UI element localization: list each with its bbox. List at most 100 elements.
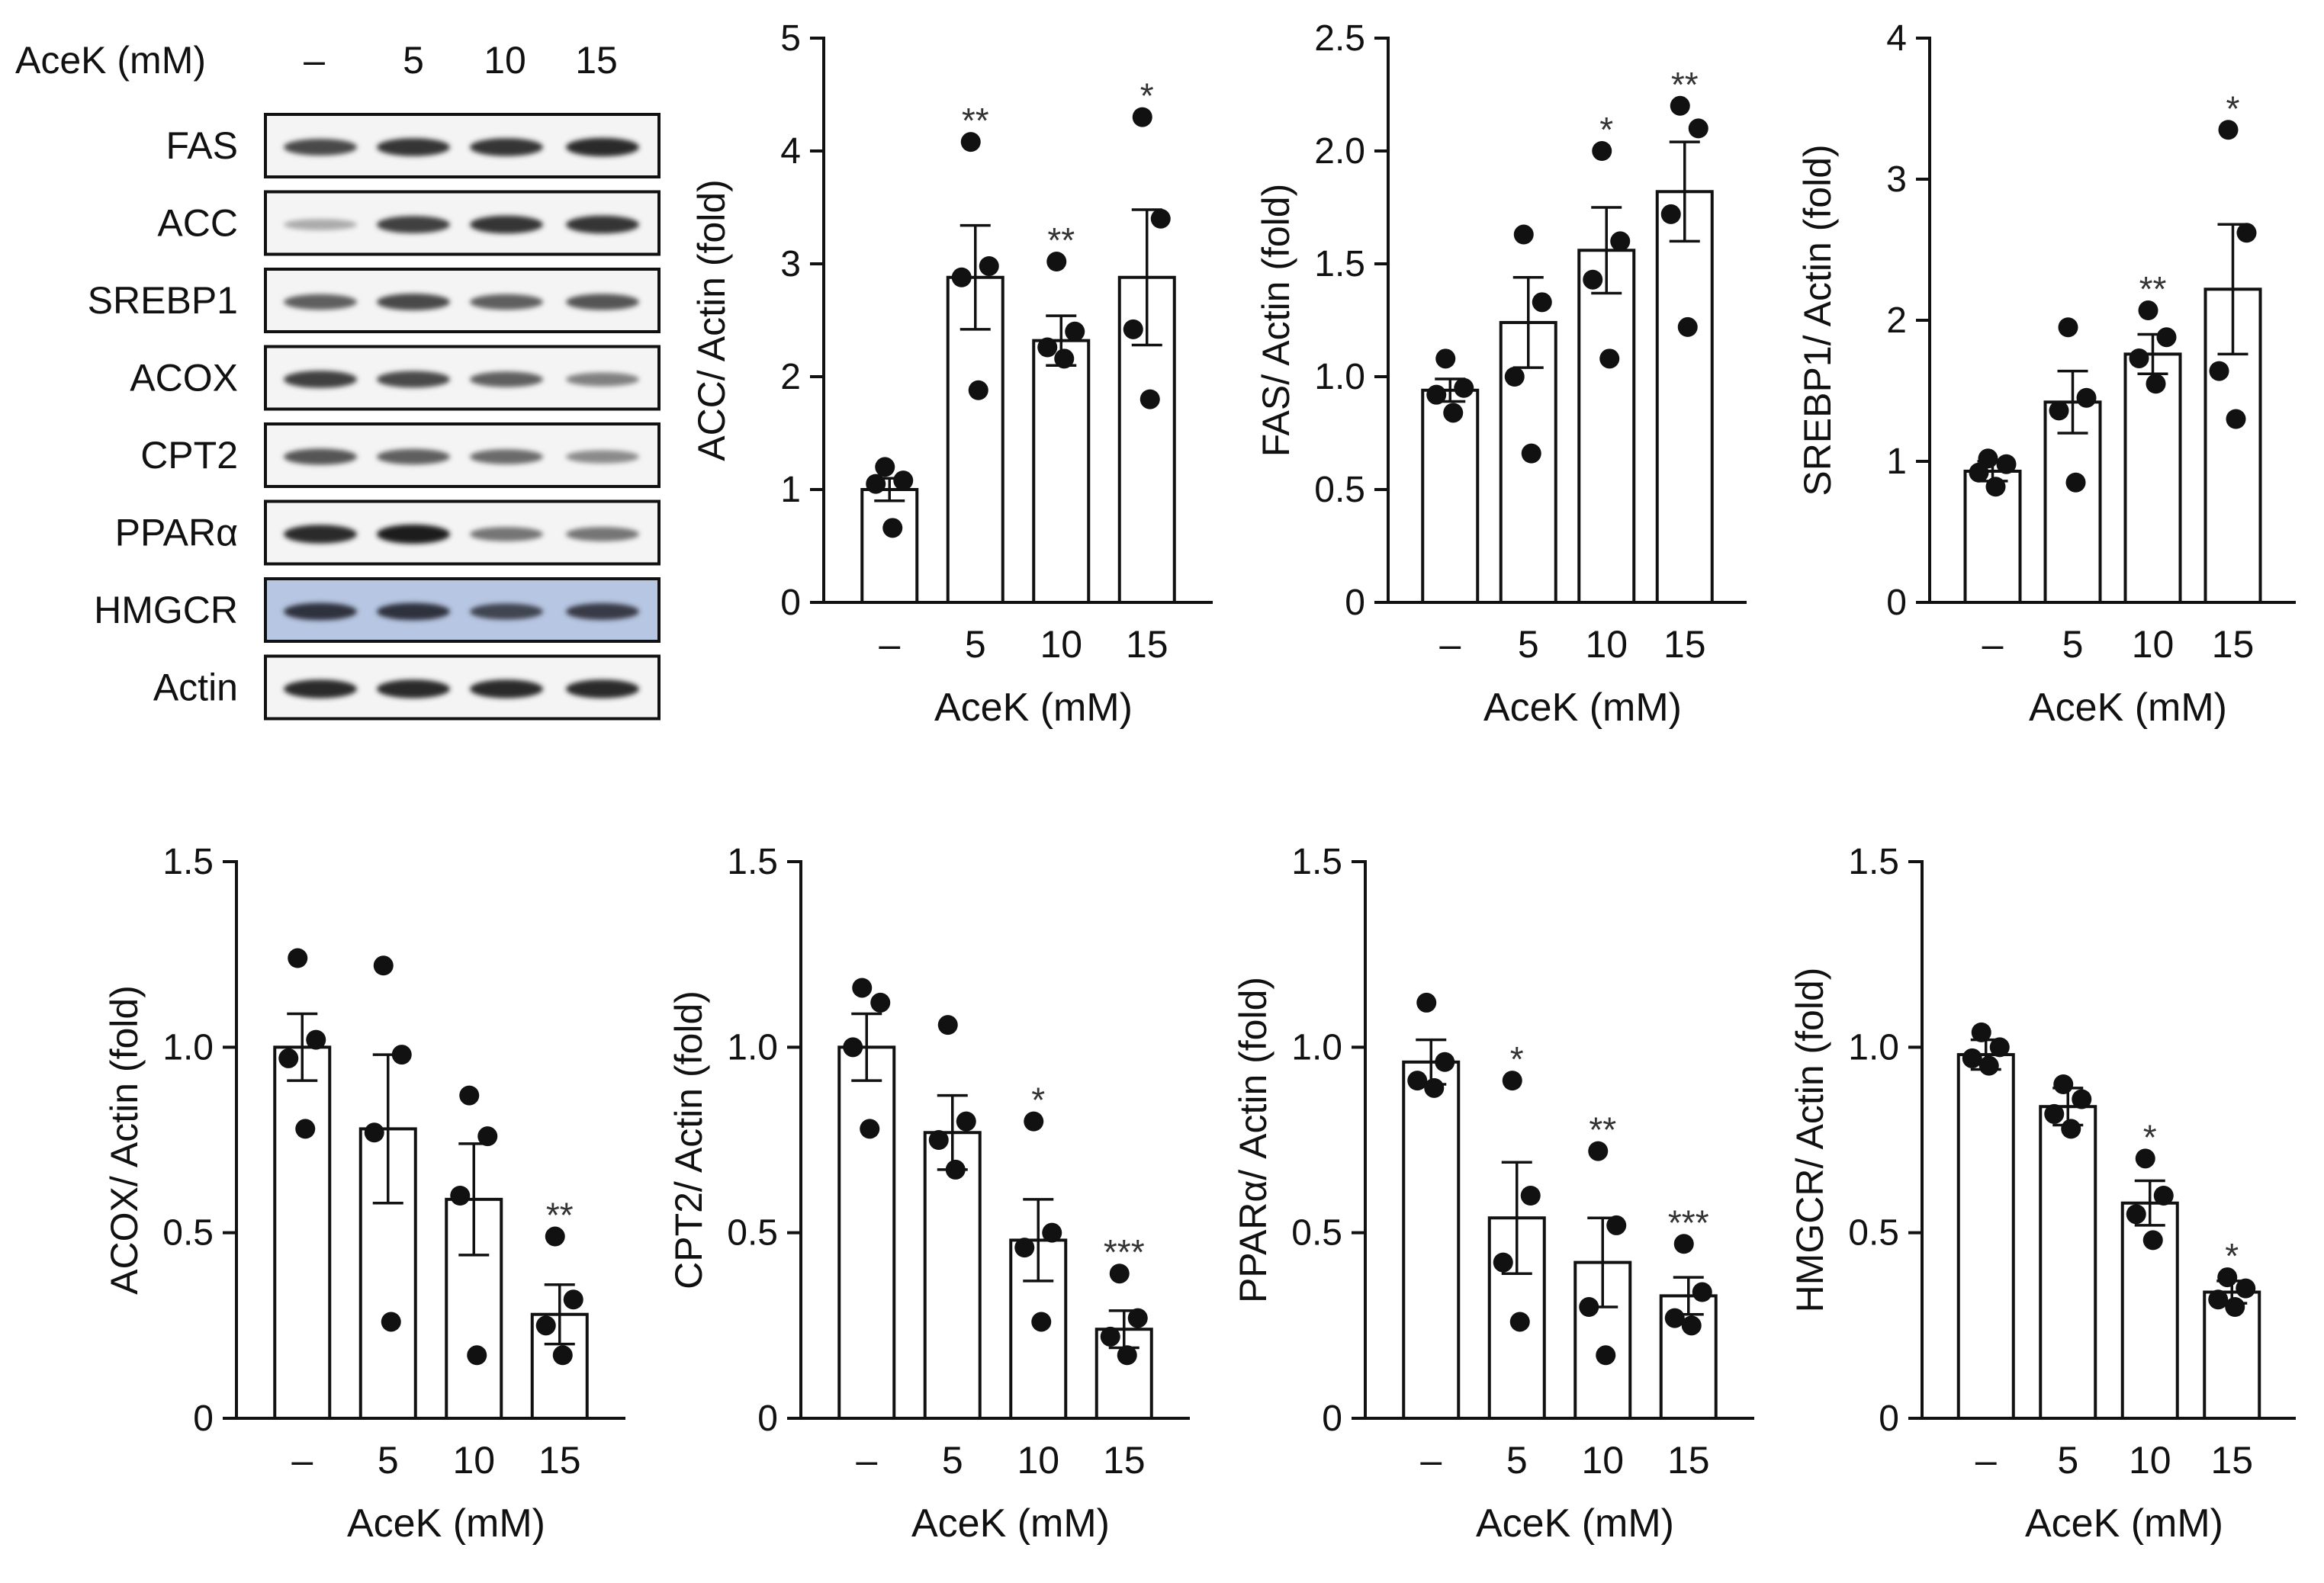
y-tick-label: 0.5 bbox=[1848, 1213, 1899, 1254]
data-point bbox=[1424, 1077, 1445, 1098]
x-tick-label: 15 bbox=[1103, 1439, 1146, 1482]
blot-lane-label: – bbox=[304, 39, 325, 82]
data-point bbox=[459, 1085, 480, 1106]
chart-srebp1: 0 1 2 3 4 SREBP1/ Actin (fold) – 5 10 ** 15 * AceK (… bbox=[1777, 0, 2319, 763]
y-tick-label: 2 bbox=[780, 357, 801, 397]
x-tick-label: 15 bbox=[1663, 623, 1706, 666]
data-point bbox=[288, 948, 308, 968]
y-axis-label: HMGCR/ Actin (fold) bbox=[1789, 968, 1831, 1313]
data-point bbox=[1054, 348, 1075, 369]
data-point bbox=[937, 1015, 958, 1036]
chart-svg: 0 0.5 1.0 1.5 PPARα/ Actin (fold) – 5 * 10 ** 15 **… bbox=[1232, 842, 1754, 1546]
blot-row: FAS bbox=[166, 113, 661, 178]
blot-band bbox=[566, 450, 639, 464]
x-axis-label: AceK (mM) bbox=[1476, 1501, 1674, 1546]
data-point bbox=[1031, 1312, 1052, 1332]
x-tick-label: 5 bbox=[942, 1439, 963, 1482]
data-point bbox=[1435, 1052, 1455, 1072]
data-point bbox=[1123, 319, 1143, 339]
blot-protein-label: CPT2 bbox=[140, 434, 238, 477]
chart-svg: 0 0.5 1.0 1.5 CPT2/ Actin (fold) – 5 10 * 15 *** Ac… bbox=[667, 842, 1190, 1546]
data-point bbox=[1688, 118, 1708, 139]
data-point bbox=[2142, 1230, 2163, 1251]
data-point bbox=[2129, 348, 2149, 368]
x-tick-label: – bbox=[1975, 1439, 1997, 1482]
data-point bbox=[1677, 316, 1698, 337]
data-point bbox=[2126, 1204, 2146, 1225]
y-tick-label: 1 bbox=[1886, 442, 1907, 482]
x-tick-label: 15 bbox=[2210, 1439, 2253, 1482]
blot-treatment-label: AceK (mM) bbox=[15, 39, 206, 82]
data-point bbox=[2153, 1186, 2174, 1206]
bar bbox=[2039, 1105, 2097, 1420]
blot-band bbox=[377, 524, 450, 544]
y-tick-label: 1.5 bbox=[162, 842, 214, 882]
blot-row: ACC bbox=[157, 190, 661, 256]
bar bbox=[1956, 1053, 2015, 1420]
data-point bbox=[373, 955, 394, 976]
x-tick-label: 5 bbox=[2062, 623, 2084, 666]
data-point bbox=[893, 470, 914, 491]
blot-band bbox=[470, 527, 543, 541]
data-point bbox=[1014, 1238, 1035, 1258]
chart-acox: 0 0.5 1.0 1.5 ACOX/ Actin (fold) – 5 10 15 ** AceK… bbox=[84, 824, 648, 1578]
significance-marker: * bbox=[1510, 1039, 1524, 1079]
data-point bbox=[2208, 1289, 2229, 1310]
data-point bbox=[1065, 321, 1085, 342]
data-point bbox=[1127, 1308, 1148, 1328]
y-tick-label: 4 bbox=[780, 131, 801, 172]
blot-band bbox=[566, 294, 639, 310]
data-point bbox=[1139, 389, 1160, 409]
significance-marker: ** bbox=[1047, 220, 1075, 260]
blot-band bbox=[377, 371, 450, 388]
y-tick-label: 0.5 bbox=[162, 1213, 214, 1254]
data-point bbox=[381, 1312, 401, 1332]
data-point bbox=[928, 1130, 949, 1150]
blot-band bbox=[470, 679, 543, 698]
data-point bbox=[882, 518, 903, 538]
data-point bbox=[2236, 223, 2257, 243]
y-tick-label: 2.0 bbox=[1314, 131, 1365, 172]
y-tick-label: 4 bbox=[1886, 18, 1907, 59]
data-point bbox=[1692, 1282, 1712, 1302]
data-point bbox=[1100, 1326, 1120, 1347]
chart-svg: 0 0.5 1.0 1.5 HMGCR/ Actin (fold) – 5 10 * 15 * Ace… bbox=[1789, 842, 2296, 1546]
data-point bbox=[1509, 1312, 1530, 1332]
blot-band bbox=[566, 603, 639, 620]
data-point bbox=[2076, 387, 2097, 408]
blot-band bbox=[284, 602, 357, 621]
data-point bbox=[875, 457, 895, 477]
y-tick-label: 3 bbox=[780, 244, 801, 284]
significance-marker: *** bbox=[1104, 1232, 1145, 1272]
blot-band bbox=[566, 527, 639, 541]
data-point bbox=[2226, 409, 2246, 429]
x-axis-label: AceK (mM) bbox=[347, 1501, 545, 1546]
y-tick-label: 1.0 bbox=[727, 1027, 778, 1068]
significance-marker: ** bbox=[1671, 65, 1699, 104]
data-point bbox=[1969, 462, 1989, 483]
x-tick-label: 10 bbox=[1017, 1439, 1059, 1482]
y-axis-label: PPARα/ Actin (fold) bbox=[1232, 977, 1275, 1303]
data-point bbox=[1599, 348, 1620, 369]
blot-band bbox=[284, 679, 357, 698]
chart-svg: 0 0.5 1.0 1.5 2.0 2.5 FAS/ Actin (fold) – 5 10 * 15… bbox=[1255, 18, 1747, 730]
significance-marker: ** bbox=[962, 101, 989, 140]
data-point bbox=[2218, 120, 2239, 140]
data-point bbox=[979, 255, 999, 276]
data-point bbox=[1673, 1234, 1694, 1254]
data-point bbox=[1046, 252, 1067, 272]
blot-band bbox=[284, 294, 357, 310]
data-point bbox=[1996, 454, 2017, 474]
data-point bbox=[2225, 1297, 2245, 1317]
chart-svg: 0 1 2 3 4 5 ACC/ Actin (fold) – 5 ** 10 ** 15 * AceK (… bbox=[690, 18, 1213, 730]
bar bbox=[1402, 1060, 1461, 1420]
chart-svg: 0 0.5 1.0 1.5 ACOX/ Actin (fold) – 5 10 15 ** AceK… bbox=[103, 842, 625, 1546]
data-point bbox=[2049, 400, 2069, 421]
data-point bbox=[278, 1048, 299, 1068]
blot-band bbox=[377, 138, 450, 156]
data-point bbox=[1513, 224, 1534, 245]
data-point bbox=[1664, 1308, 1685, 1328]
blot-band bbox=[284, 139, 357, 156]
data-point bbox=[364, 1122, 384, 1143]
significance-marker: * bbox=[2226, 88, 2240, 128]
